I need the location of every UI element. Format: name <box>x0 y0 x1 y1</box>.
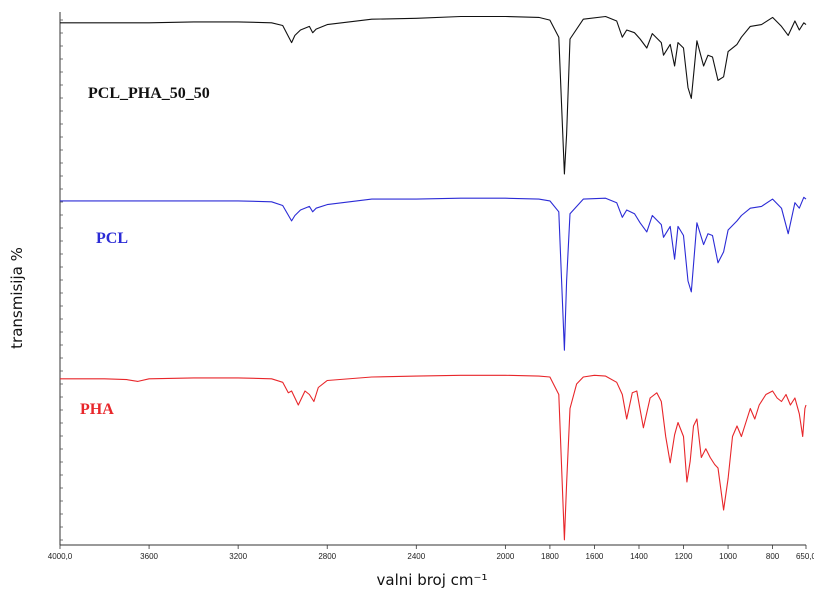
series-labels: PCL_PHA_50_50 PCL PHA <box>80 85 210 418</box>
x-tick-label: 800 <box>766 552 780 561</box>
x-tick-label: 1600 <box>586 552 604 561</box>
x-tick-label: 1800 <box>541 552 559 561</box>
series-label-pha: PHA <box>80 401 114 418</box>
series-line-pcl-pha-50-50 <box>60 15 807 175</box>
series-line-pha <box>60 374 807 541</box>
x-axis-ticks: 4000,0 3600 3200 2800 2400 2000 1800 1600 1400 12… <box>48 545 814 561</box>
x-tick-label: 2800 <box>318 552 336 561</box>
x-tick-label: 650,0 <box>796 552 814 561</box>
x-tick-label: 3600 <box>140 552 158 561</box>
series-label-pcl-pha-50-50: PCL_PHA_50_50 <box>88 85 210 102</box>
x-axis-label: valni broj cm⁻¹ <box>377 571 488 589</box>
series-label-pcl: PCL <box>96 230 128 247</box>
x-tick-label: 2000 <box>496 552 514 561</box>
x-tick-label: 1000 <box>719 552 737 561</box>
x-tick-label: 4000,0 <box>48 552 73 561</box>
y-axis-label: transmisija % <box>8 247 26 349</box>
x-tick-label: 2400 <box>407 552 425 561</box>
plot-frame <box>59 12 806 546</box>
series-line-pcl <box>60 196 807 351</box>
x-tick-label: 3200 <box>229 552 247 561</box>
x-tick-label: 1400 <box>630 552 648 561</box>
series-group <box>60 15 807 541</box>
y-axis-ticks <box>60 19 63 541</box>
x-tick-label: 1200 <box>675 552 693 561</box>
